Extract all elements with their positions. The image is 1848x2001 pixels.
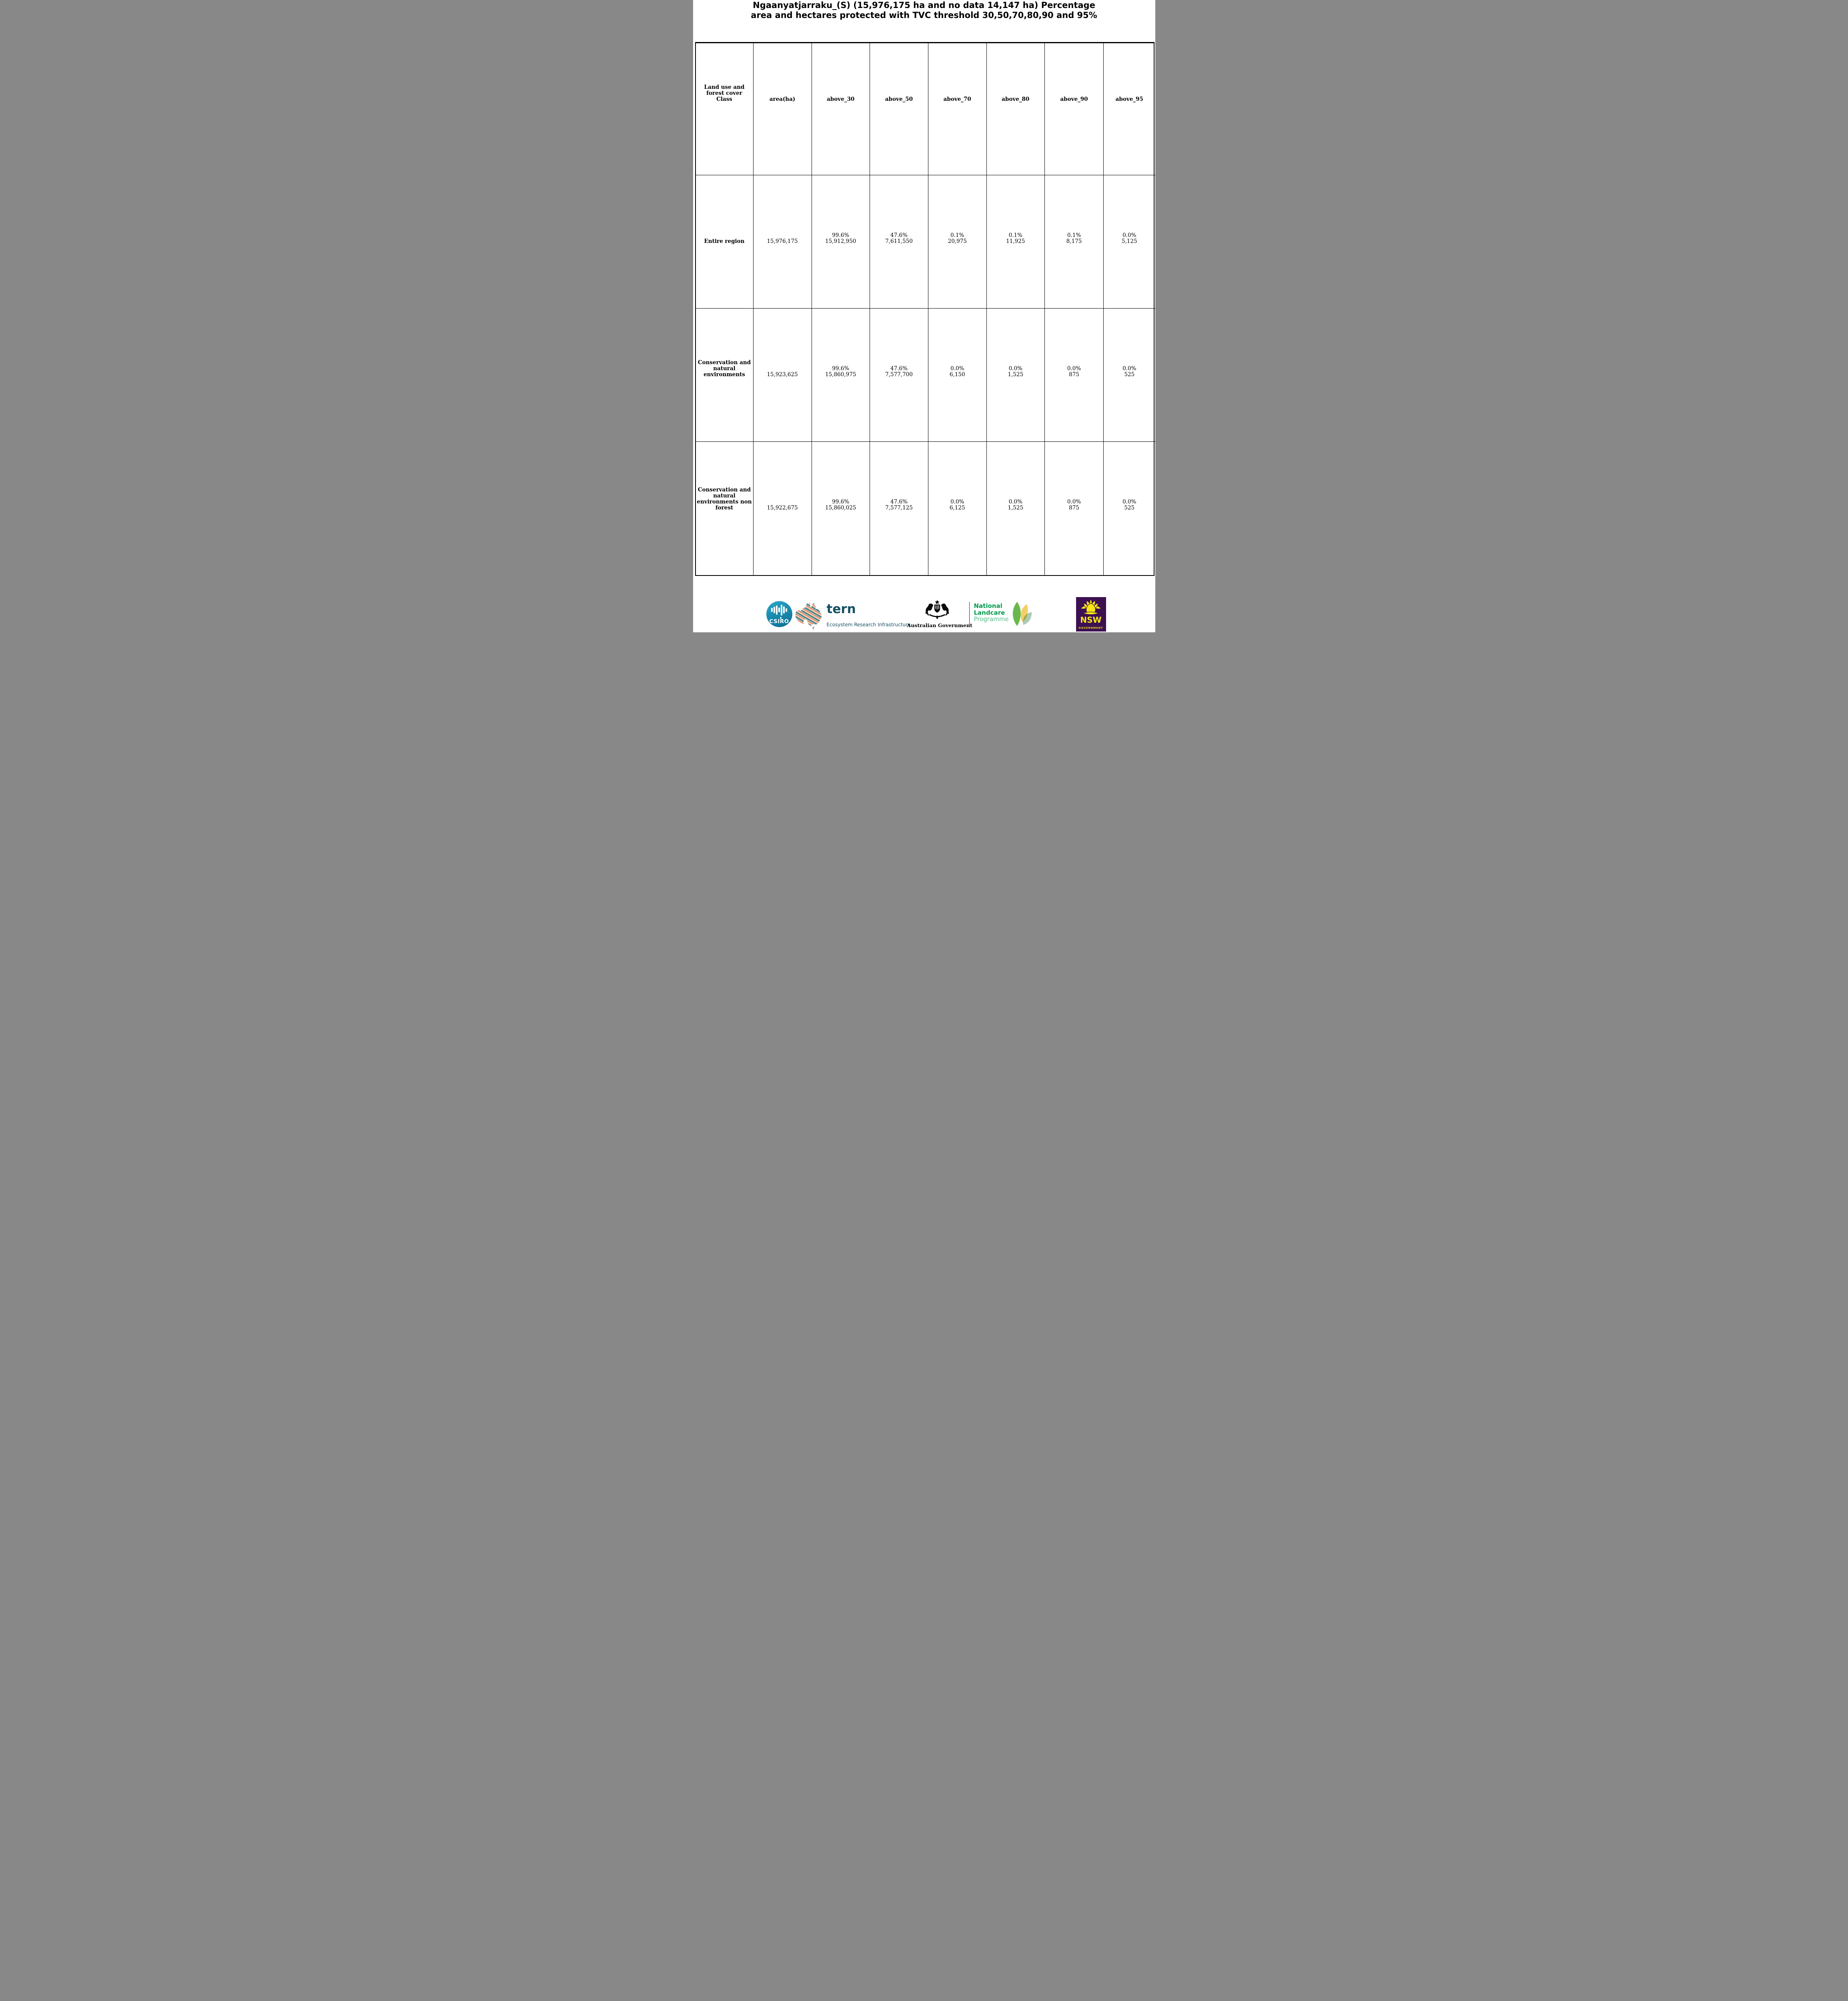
value-cell: 47.6% 7,611,550 <box>870 175 928 309</box>
ha-value: 15,860,025 <box>825 505 856 511</box>
pct-value: 47.6% <box>890 499 908 505</box>
value-cell: 0.0% 525 <box>1104 309 1155 442</box>
ha-value: 7,577,700 <box>885 371 913 378</box>
ha-value: 5,125 <box>1121 238 1137 245</box>
landcare-line-national: National <box>974 602 1002 610</box>
value-cell: 47.6% 7,577,125 <box>870 442 928 575</box>
ha-value: 7,577,125 <box>885 505 913 511</box>
ha-value: 20,975 <box>948 238 967 245</box>
row-entire-region-class-cell: Entire region <box>696 175 754 309</box>
pct-value: 0.0% <box>950 365 964 372</box>
value-cell: 0.0% 6,150 <box>928 309 987 442</box>
ha-value: 6,125 <box>949 505 965 511</box>
tern-wordmark: tern <box>826 602 856 616</box>
value-cell: 99.6% 15,912,950 <box>812 175 870 309</box>
pct-value: 47.6% <box>890 232 908 239</box>
value-cell: 0.1% 11,925 <box>986 175 1045 309</box>
pct-value: 0.1% <box>1008 232 1022 239</box>
national-landcare-programme-logo: National Landcare Programme <box>974 603 1009 623</box>
pct-value: 0.0% <box>1122 499 1136 505</box>
pct-value: 0.0% <box>1122 232 1136 239</box>
pct-value: 0.0% <box>1008 499 1022 505</box>
logo-divider <box>969 602 970 627</box>
pct-value: 99.6% <box>832 499 850 505</box>
ha-value: 875 <box>1069 371 1079 378</box>
pct-value: 0.0% <box>950 499 964 505</box>
value-cell: 0.1% 8,175 <box>1045 175 1104 309</box>
area-cell: 15,923,625 <box>753 309 812 442</box>
tern-australia-map-icon <box>795 602 822 630</box>
value-cell: 0.0% 525 <box>1104 442 1155 575</box>
value-cell: 47.6% 7,577,700 <box>870 309 928 442</box>
pct-value: 47.6% <box>890 365 908 372</box>
column-header-above-50: above_50 <box>870 43 928 175</box>
ha-value: 15,860,975 <box>825 371 856 378</box>
column-header-above-70: above_70 <box>928 43 987 175</box>
value-cell: 0.0% 1,525 <box>986 309 1045 442</box>
value-cell: 0.0% 1,525 <box>987 442 1045 575</box>
report-title: Ngaanyatjarraku_(S) (15,976,175 ha and n… <box>693 0 1155 20</box>
report-title-line-1: Ngaanyatjarraku_(S) (15,976,175 ha and n… <box>753 0 1095 10</box>
ha-value: 11,925 <box>1006 238 1025 245</box>
value-cell: 0.0% 6,125 <box>928 442 987 575</box>
report-page: Ngaanyatjarraku_(S) (15,976,175 ha and n… <box>693 0 1155 632</box>
value-cell: 99.6% 15,860,975 <box>812 309 870 442</box>
value-cell: 0.1% 20,975 <box>928 175 987 309</box>
ha-value: 8,175 <box>1066 238 1082 245</box>
pct-value: 99.6% <box>832 232 850 239</box>
value-cell: 0.0% 875 <box>1045 442 1104 575</box>
nsw-waratah-icon <box>1080 599 1102 615</box>
column-header-class: Land use and forest cover Class <box>696 43 754 175</box>
column-header-above-30: above_30 <box>812 43 870 175</box>
ha-value: 875 <box>1069 505 1079 511</box>
pct-value: 0.0% <box>1008 365 1022 372</box>
row-conservation-class-cell: Conservation and natural environments <box>696 309 754 442</box>
land-use-table: Land use and forest cover Class area(ha)… <box>695 42 1155 576</box>
nsw-government-label: GOVERNMENT <box>1078 626 1103 630</box>
value-cell: 99.6% 15,860,025 <box>812 442 870 575</box>
ha-value: 1,525 <box>1008 505 1024 511</box>
pct-value: 0.1% <box>950 232 964 239</box>
ha-value: 525 <box>1124 505 1135 511</box>
area-cell: 15,922,675 <box>754 442 812 575</box>
landcare-line-landcare: Landcare <box>974 609 1005 616</box>
value-cell: 0.0% 5,125 <box>1104 175 1155 309</box>
column-header-above-95: above_95 <box>1104 43 1155 175</box>
report-title-line-2: area and hectares protected with TVC thr… <box>751 10 1097 20</box>
column-header-above-90: above_90 <box>1045 43 1104 175</box>
pct-value: 0.0% <box>1122 365 1136 372</box>
nsw-acronym: NSW <box>1080 615 1102 625</box>
pct-value: 0.0% <box>1067 499 1081 505</box>
landcare-leaves-icon <box>1012 602 1032 626</box>
ha-value: 15,912,950 <box>825 238 856 245</box>
row-conservation-non-forest-class-cell: Conservation and natural environments no… <box>696 442 754 575</box>
value-cell: 0.0% 875 <box>1045 309 1104 442</box>
csiro-waveform-icon <box>766 604 792 616</box>
pct-value: 99.6% <box>832 365 850 372</box>
ha-value: 525 <box>1124 371 1135 378</box>
australian-government-label: Australian Government <box>907 622 972 628</box>
tern-tagline: Ecosystem Research Infrastructure <box>826 622 911 628</box>
csiro-dot-icon <box>780 617 782 619</box>
column-header-area: area(ha) <box>753 43 812 175</box>
landcare-line-programme: Programme <box>974 616 1009 623</box>
pct-value: 0.1% <box>1067 232 1081 239</box>
pct-value: 0.0% <box>1067 365 1081 372</box>
australian-coat-of-arms-icon <box>925 600 949 619</box>
ha-value: 7,611,550 <box>885 238 913 245</box>
column-header-above-80: above_80 <box>986 43 1045 175</box>
nsw-government-logo: NSW GOVERNMENT <box>1076 597 1106 632</box>
csiro-logo: CSIRO <box>766 601 792 627</box>
ha-value: 1,525 <box>1008 371 1024 378</box>
csiro-wordmark: CSIRO <box>769 618 789 625</box>
area-cell: 15,976,175 <box>753 175 812 309</box>
ha-value: 6,150 <box>949 371 965 378</box>
